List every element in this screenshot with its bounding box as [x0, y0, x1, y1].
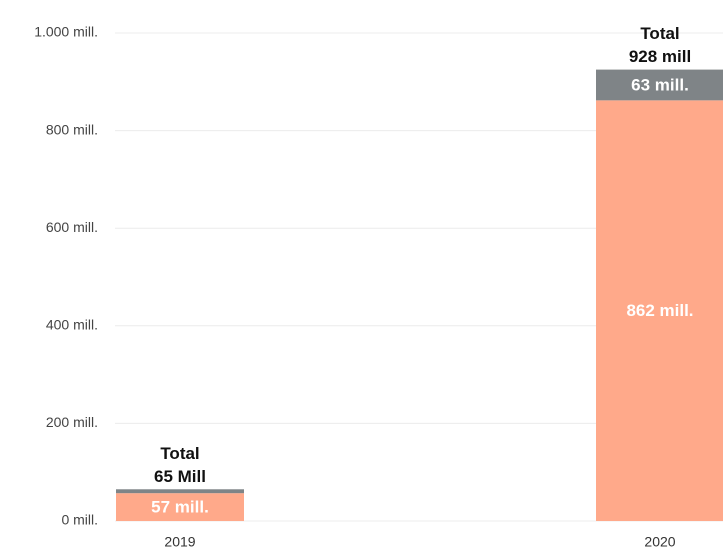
- bar-segment: [596, 69, 723, 101]
- bar-segment: [116, 493, 244, 521]
- x-tick-label: 2020: [644, 534, 675, 550]
- y-tick-label: 800 mill.: [46, 121, 98, 137]
- bar-segment: [116, 489, 244, 494]
- y-tick-label: 600 mill.: [46, 219, 98, 235]
- y-tick-label: 400 mill.: [46, 317, 98, 333]
- y-tick-label: 0 mill.: [61, 512, 98, 528]
- total-annotation: Total: [640, 24, 679, 43]
- y-tick-label: 200 mill.: [46, 414, 98, 430]
- bar-segment: [596, 100, 723, 522]
- data-label: 862 mill.: [626, 301, 693, 320]
- data-label: 63 mill.: [631, 75, 689, 94]
- x-tick-label: 2019: [164, 534, 195, 550]
- total-annotation: 65 Mill: [154, 467, 206, 486]
- data-label: 57 mill.: [151, 498, 209, 517]
- y-tick-label: 1.000 mill.: [34, 24, 98, 40]
- total-annotation: Total: [160, 444, 199, 463]
- total-annotation: 928 mill: [629, 47, 691, 66]
